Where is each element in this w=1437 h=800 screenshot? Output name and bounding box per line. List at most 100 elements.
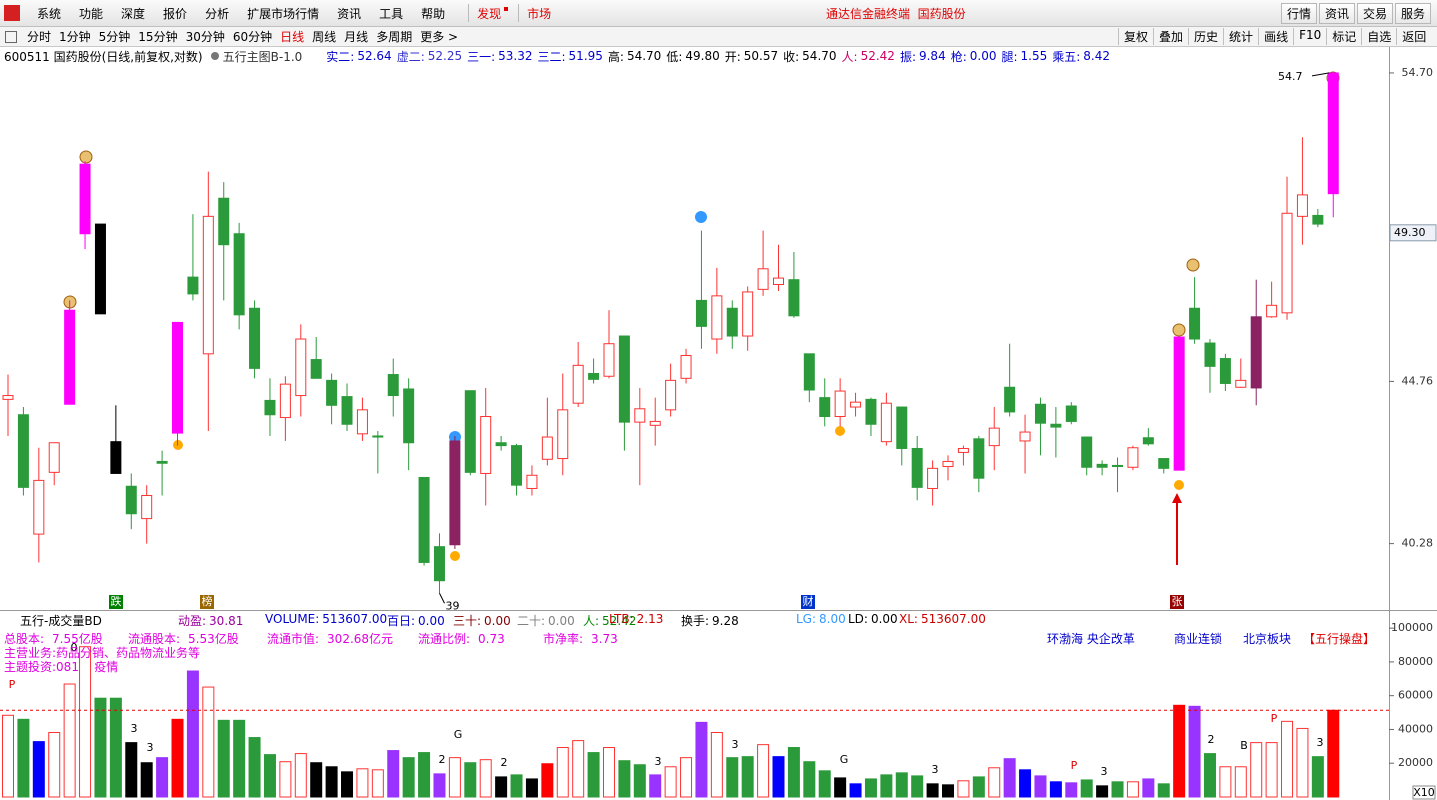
menu-item[interactable]: 资讯: [337, 6, 362, 21]
volume-bar: [310, 762, 323, 798]
volume-bar: [741, 756, 754, 798]
sector-tag-special[interactable]: 【五行操盘】: [1303, 632, 1376, 646]
period-tab[interactable]: 分时: [27, 30, 52, 44]
period-tab[interactable]: 15分钟: [138, 30, 178, 44]
volume-bar: [942, 784, 955, 798]
volume-readout: 换手: 9.28: [681, 612, 739, 629]
period-tab[interactable]: 更多 >: [420, 30, 459, 44]
candle-body: [480, 416, 492, 474]
volume-bar: [1173, 704, 1186, 798]
period-tab[interactable]: 月线: [344, 30, 369, 44]
readout-value: 53.32: [498, 49, 533, 63]
right-menu-button[interactable]: 服务: [1394, 2, 1431, 24]
period-tab[interactable]: 多周期: [376, 30, 413, 44]
candle-body: [125, 485, 137, 515]
tool-button[interactable]: 返回: [1396, 28, 1431, 45]
menu-item[interactable]: 帮助: [421, 6, 446, 21]
candle-body: [372, 435, 384, 438]
volume-bar: [695, 721, 708, 798]
menu-item[interactable]: 工具: [379, 6, 404, 21]
readout-value: 513607.00: [322, 612, 388, 626]
indicator-icon: [210, 52, 219, 60]
period-tab[interactable]: 5分钟: [98, 30, 131, 44]
menu-item[interactable]: 扩展市场行情: [247, 6, 320, 21]
volume-bar: [972, 776, 985, 798]
candle-body: [1081, 436, 1093, 468]
candle-body: [865, 398, 877, 425]
discover-menu[interactable]: 发现: [477, 6, 502, 21]
candle-body: [1019, 431, 1031, 442]
volume-bar: [1265, 742, 1278, 798]
period-tab[interactable]: 周线: [312, 30, 337, 44]
tool-button[interactable]: 标记: [1326, 28, 1361, 45]
volume-annotation: 0: [71, 641, 78, 654]
candle-body: [433, 546, 445, 582]
fundamental-item: 总股本: 7.55亿股: [4, 630, 103, 647]
candle-body: [1235, 379, 1247, 388]
volume-bar: [48, 731, 61, 798]
volume-bar: [387, 750, 400, 798]
volume-bar: [895, 772, 908, 798]
candle-body: [757, 268, 769, 290]
menu-separator: [518, 4, 520, 22]
right-menu-button[interactable]: 交易: [1356, 2, 1393, 24]
menu-item[interactable]: 报价: [163, 6, 188, 21]
sector-tag[interactable]: 北京板块: [1243, 632, 1292, 646]
volume-bar: [371, 769, 384, 798]
menu-item[interactable]: 深度: [121, 6, 146, 21]
volume-bar: [418, 752, 431, 798]
candle-body: [341, 396, 353, 425]
readout-value: 9.28: [712, 614, 739, 628]
tool-button[interactable]: 历史: [1188, 28, 1223, 45]
fundamental-item: 流通市值: 302.68亿元: [267, 630, 393, 647]
menu-item[interactable]: 分析: [205, 6, 230, 21]
candle-body: [1250, 316, 1262, 389]
candle-body: [1127, 447, 1139, 468]
tool-button[interactable]: 叠加: [1153, 28, 1188, 45]
volume-bar: [1003, 758, 1016, 798]
volume-readout: XL: 513607.00: [899, 612, 986, 626]
volume-bar: [263, 754, 276, 798]
y-tick-label: 100000: [1391, 621, 1433, 634]
event-mark: 榜: [202, 594, 213, 608]
right-menu-button[interactable]: 资讯: [1318, 2, 1355, 24]
event-mark-box: [801, 595, 815, 609]
event-mark-box: [200, 595, 214, 609]
bag-icon: [79, 150, 93, 164]
volume-bar: [510, 774, 523, 798]
period-tab[interactable]: 60分钟: [232, 30, 273, 44]
event-mark: 跌: [111, 594, 122, 608]
period-tab[interactable]: 日线: [280, 30, 305, 44]
readout-label: 人:: [841, 49, 858, 64]
tool-button[interactable]: F10: [1293, 28, 1326, 45]
candle-body: [387, 374, 399, 397]
readout-value: 2.13: [636, 612, 664, 626]
volume-bar: [911, 775, 924, 798]
tool-button[interactable]: 复权: [1118, 28, 1153, 45]
volume-annotation: 3: [131, 722, 138, 735]
menu-item[interactable]: 系统: [37, 6, 62, 21]
sector-tag[interactable]: 商业连锁: [1174, 632, 1223, 646]
tool-button[interactable]: 画线: [1258, 28, 1293, 45]
volume-bar: [1234, 766, 1247, 798]
volume-bar: [1296, 727, 1309, 798]
readout-value: 0.00: [969, 49, 997, 63]
volume-bar: [880, 774, 893, 798]
candle-body: [279, 383, 291, 419]
tool-button[interactable]: 统计: [1223, 28, 1258, 45]
readout-label: 低:: [666, 49, 683, 64]
sector-tag[interactable]: 环渤海 央企改革: [1047, 632, 1135, 646]
right-menu-button[interactable]: 行情: [1280, 2, 1317, 24]
menu-item[interactable]: 功能: [79, 6, 104, 21]
price-marker-box: [1389, 224, 1437, 242]
tool-button[interactable]: 自选: [1361, 28, 1396, 45]
volume-annotation: 2: [1208, 733, 1215, 746]
period-tab[interactable]: 30分钟: [185, 30, 225, 44]
volume-bar: [664, 766, 677, 798]
readout-label: 百日:: [387, 614, 416, 628]
volume-readout: 百日: 0.00: [387, 612, 445, 629]
volume-bar: [957, 780, 970, 798]
period-tab[interactable]: 1分钟: [59, 30, 91, 44]
market-menu[interactable]: 市场: [527, 6, 552, 21]
